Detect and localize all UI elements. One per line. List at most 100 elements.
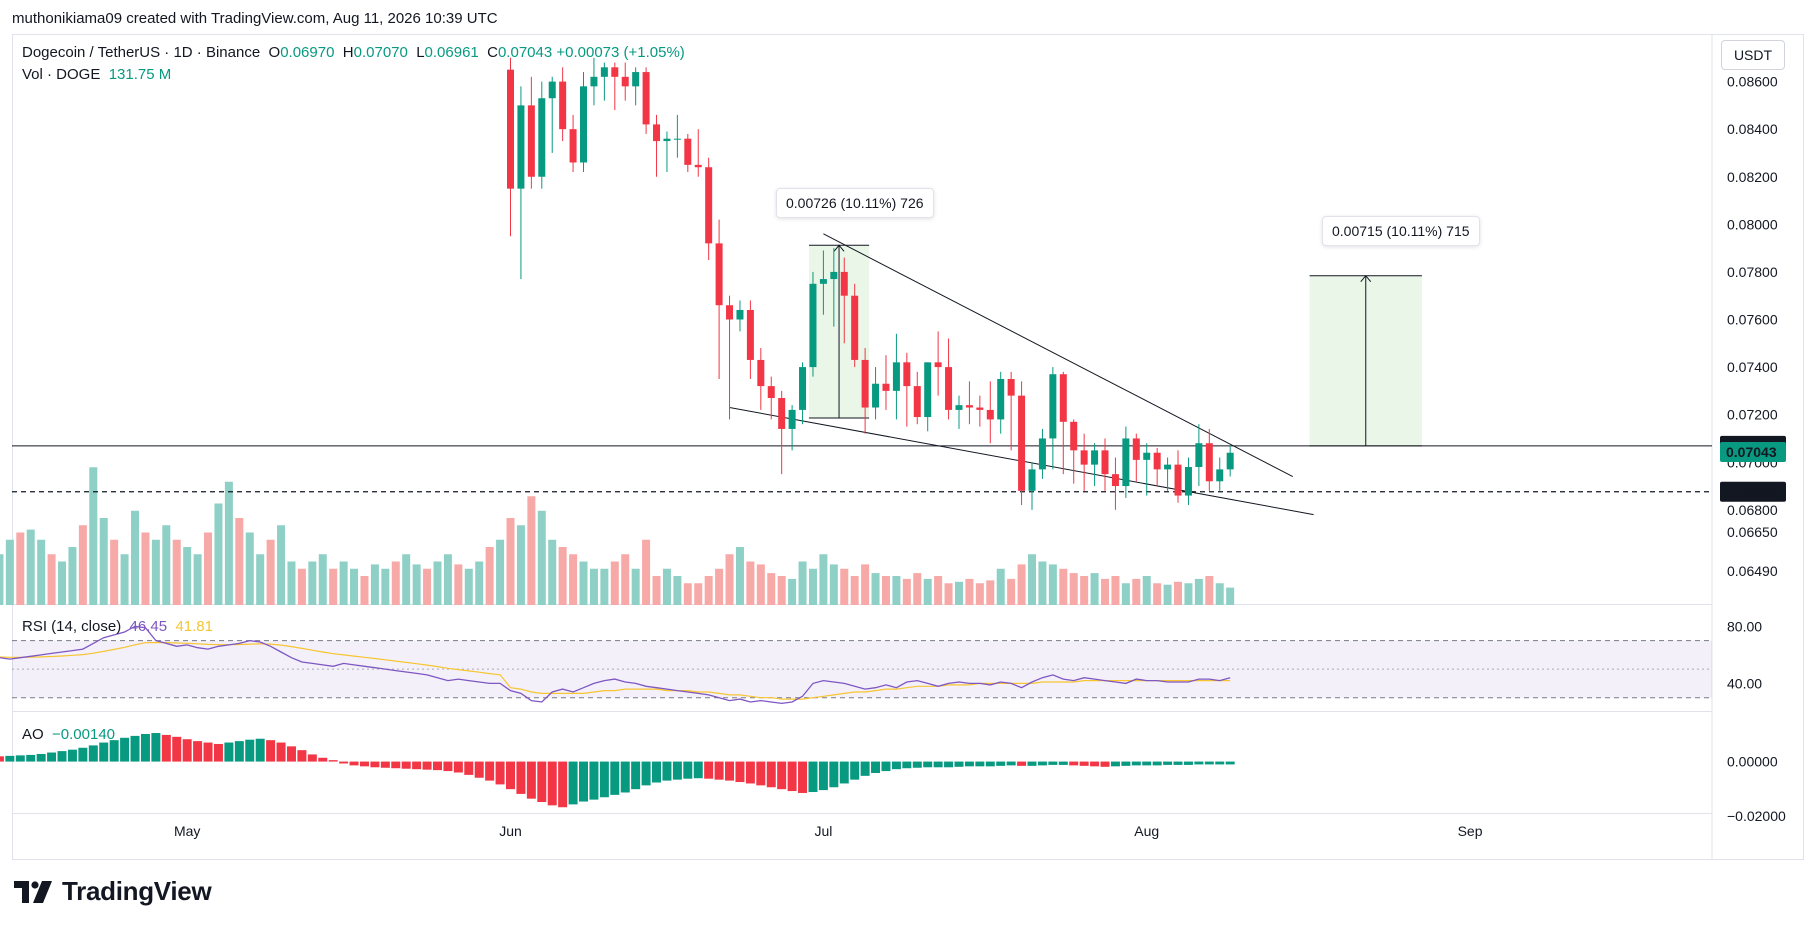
volume-bar bbox=[516, 525, 525, 605]
volume-bar bbox=[1194, 578, 1203, 605]
ao-bar bbox=[871, 761, 881, 773]
ao-bar bbox=[631, 761, 641, 790]
ao-bar bbox=[318, 757, 328, 762]
ao-bar bbox=[1037, 761, 1047, 766]
ao-bar bbox=[933, 761, 943, 768]
ao-bar bbox=[495, 761, 505, 785]
ao-bar bbox=[213, 743, 223, 762]
measure-right-arrow-head bbox=[1360, 274, 1372, 283]
ao-bar bbox=[610, 761, 620, 795]
volume-bar bbox=[934, 576, 943, 605]
volume-bar bbox=[1121, 583, 1130, 605]
price-badge-last: 0.07043 bbox=[1726, 444, 1777, 460]
volume-bar bbox=[1090, 573, 1099, 605]
volume-bar bbox=[0, 554, 4, 605]
ao-label: AO bbox=[22, 726, 44, 743]
tradingview-logo-icon bbox=[14, 880, 52, 903]
ao-bar bbox=[339, 761, 349, 764]
symbol-legend[interactable]: Dogecoin / TetherUS · 1D · Binance O0.06… bbox=[22, 44, 685, 61]
volume-bar bbox=[1069, 573, 1078, 605]
volume-bar bbox=[1184, 583, 1193, 605]
ao-bar bbox=[266, 740, 276, 762]
ao-bar bbox=[975, 761, 985, 767]
candle-body bbox=[778, 398, 786, 429]
measure-left-label[interactable]: 0.00726 (10.11%) 726 bbox=[776, 188, 934, 218]
ao-bar bbox=[151, 733, 161, 762]
volume-bar bbox=[923, 578, 932, 605]
rsi-tick-label: 80.00 bbox=[1727, 618, 1762, 634]
candle-body bbox=[965, 405, 973, 408]
volume-bar bbox=[1174, 581, 1183, 605]
ao-value: −0.00140 bbox=[52, 726, 116, 743]
volume-bar bbox=[245, 532, 254, 605]
volume-bar bbox=[68, 547, 77, 605]
measure-left-arrow-head bbox=[833, 244, 845, 252]
volume-bar bbox=[151, 539, 160, 605]
ao-bar bbox=[234, 741, 244, 762]
ao-bar bbox=[1163, 761, 1173, 765]
candle-body bbox=[1195, 443, 1203, 468]
symbol-title[interactable]: Dogecoin / TetherUS · 1D · Binance bbox=[22, 44, 261, 61]
ao-bar bbox=[923, 761, 933, 768]
ao-bar bbox=[964, 761, 974, 767]
volume-bar bbox=[746, 561, 755, 605]
ao-bar bbox=[57, 751, 67, 762]
ao-bar bbox=[1110, 761, 1120, 767]
ao-bar bbox=[370, 761, 380, 768]
volume-bar bbox=[5, 539, 14, 605]
volume-bar bbox=[996, 568, 1005, 605]
volume-bar bbox=[339, 561, 348, 605]
ao-legend[interactable]: AO −0.00140 bbox=[22, 726, 115, 743]
chart-frame[interactable] bbox=[12, 34, 1804, 860]
price-tick-label: 0.07400 bbox=[1727, 359, 1778, 375]
volume-legend[interactable]: Vol · DOGE 131.75 M bbox=[22, 66, 171, 83]
ao-bar bbox=[1183, 761, 1193, 765]
volume-bar bbox=[256, 554, 265, 605]
candle-body bbox=[673, 138, 681, 140]
candles bbox=[507, 57, 1234, 510]
measure-right-label[interactable]: 0.00715 (10.11%) 715 bbox=[1322, 216, 1480, 246]
ao-bar bbox=[599, 761, 609, 798]
currency-button[interactable]: USDT bbox=[1721, 40, 1785, 70]
ao-bar bbox=[255, 738, 265, 762]
volume-bar bbox=[58, 561, 67, 605]
ao-bar bbox=[99, 742, 109, 762]
volume-bar bbox=[850, 576, 859, 605]
ao-bar bbox=[47, 752, 57, 762]
rsi-legend[interactable]: RSI (14, close) 46.45 41.81 bbox=[22, 618, 213, 635]
rsi-pane bbox=[0, 625, 1712, 705]
tradingview-logo[interactable]: TradingView bbox=[14, 876, 212, 907]
volume-bar bbox=[798, 561, 807, 605]
candle-body bbox=[632, 72, 640, 87]
volume-bar bbox=[89, 467, 98, 605]
ao-bar bbox=[453, 761, 463, 773]
volume-bar bbox=[1038, 561, 1047, 605]
volume-bar bbox=[381, 568, 390, 605]
volume-bar bbox=[37, 539, 46, 605]
candle-body bbox=[892, 362, 900, 391]
ao-bar bbox=[464, 761, 474, 775]
volume-bar bbox=[297, 568, 306, 605]
volume-bar bbox=[1163, 584, 1172, 605]
candle-body bbox=[1174, 464, 1182, 496]
ao-bar bbox=[67, 749, 77, 762]
candle-group bbox=[507, 57, 1234, 510]
volume-bar bbox=[756, 564, 765, 605]
candle-body bbox=[611, 67, 619, 77]
volume-bar bbox=[391, 561, 400, 605]
ao-bar bbox=[745, 761, 755, 784]
candle-body bbox=[913, 386, 921, 418]
ao-bar bbox=[245, 739, 255, 762]
ao-bar bbox=[412, 761, 422, 770]
volume-bar bbox=[777, 576, 786, 605]
ao-bar bbox=[912, 761, 922, 768]
volume-bar bbox=[662, 568, 671, 605]
candle-body bbox=[830, 271, 838, 280]
candle-body bbox=[1018, 395, 1026, 491]
volume-bar bbox=[506, 518, 515, 605]
ao-bar bbox=[787, 761, 797, 792]
ao-bar bbox=[1121, 761, 1131, 766]
ao-bar bbox=[1006, 761, 1016, 766]
volume-value: 131.75 M bbox=[108, 66, 172, 83]
